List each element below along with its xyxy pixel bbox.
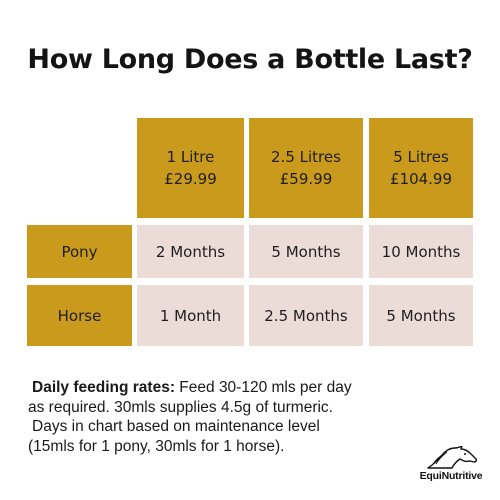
table-cell: 5 Months: [249, 225, 363, 278]
table-cell: 2 Months: [137, 225, 244, 278]
table-cell: 1 Month: [137, 285, 244, 346]
column-price: £104.99: [389, 170, 453, 188]
column-header-5-litres: 5 Litres £104.99: [369, 118, 473, 218]
brand-name: EquiNutritive: [419, 470, 483, 482]
feeding-note: Daily feeding rates: Feed 30-120 mls per…: [28, 379, 352, 455]
column-header-1-litre: 1 Litre £29.99: [137, 118, 244, 218]
row-label-pony: Pony: [27, 225, 132, 278]
horse-head-icon: [427, 446, 478, 469]
column-size: 5 Litres: [393, 148, 449, 166]
table-cell: 5 Months: [369, 285, 473, 346]
column-header-2-5-litres: 2.5 Litres £59.99: [249, 118, 363, 218]
table-cell: 10 Months: [369, 225, 473, 278]
brand-logo: EquiNutritive: [412, 446, 490, 486]
column-size: 1 Litre: [166, 148, 215, 166]
column-price: £29.99: [164, 170, 217, 188]
row-label-horse: Horse: [27, 285, 132, 346]
column-price: £59.99: [279, 170, 333, 188]
column-size: 2.5 Litres: [271, 148, 341, 166]
feeding-note-lead: Daily feeding rates:: [32, 379, 175, 396]
page-title: How Long Does a Bottle Last?: [27, 44, 473, 75]
table-cell: 2.5 Months: [249, 285, 363, 346]
